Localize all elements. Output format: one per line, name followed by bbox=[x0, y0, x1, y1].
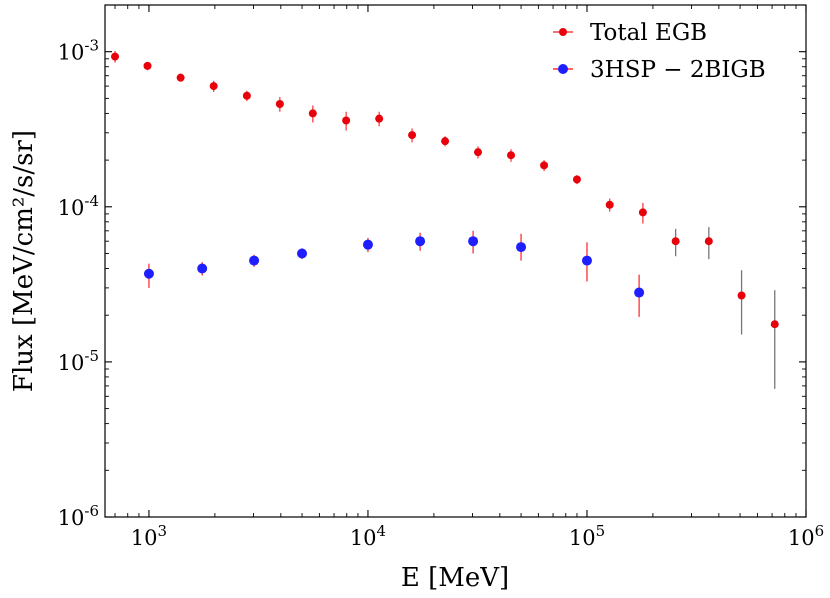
point-total-egb bbox=[638, 208, 647, 217]
x-tick-label-base: 10 bbox=[131, 526, 158, 550]
legend: Total EGB 3HSP − 2BIGB bbox=[553, 20, 766, 83]
point-3hsp-2bigb bbox=[297, 248, 308, 259]
point-total-egb bbox=[375, 114, 384, 123]
y-tick-label-exponent: -3 bbox=[84, 37, 99, 55]
x-tick-label-base: 10 bbox=[569, 526, 596, 550]
x-tick-label-exponent: 3 bbox=[158, 522, 168, 540]
point-3hsp-2bigb bbox=[468, 236, 479, 247]
x-tick-label-exponent: 5 bbox=[596, 522, 606, 540]
point-3hsp-2bigb bbox=[634, 287, 645, 298]
point-total-egb bbox=[737, 291, 746, 300]
point-total-egb bbox=[242, 91, 251, 100]
y-tick-label-base: 10 bbox=[58, 506, 85, 530]
x-axis-title: E [MeV] bbox=[401, 563, 509, 593]
series-3hsp-2bigb bbox=[143, 230, 645, 317]
plot-frame bbox=[104, 4, 807, 518]
x-tick-label: 105 bbox=[569, 522, 605, 550]
point-total-egb bbox=[209, 82, 218, 91]
x-tick-label: 104 bbox=[350, 522, 386, 550]
y-tick-label-exponent: -5 bbox=[84, 347, 99, 365]
point-3hsp-2bigb bbox=[362, 239, 373, 250]
x-tick-label-base: 10 bbox=[350, 526, 377, 550]
y-tick-label: 10-5 bbox=[58, 347, 99, 375]
point-total-egb bbox=[176, 73, 185, 82]
point-total-egb bbox=[441, 137, 450, 146]
point-total-egb bbox=[342, 116, 351, 125]
point-total-egb bbox=[308, 109, 317, 118]
legend-marker-3hsp-2bigb bbox=[558, 64, 568, 74]
y-tick-label-base: 10 bbox=[58, 351, 85, 375]
point-3hsp-2bigb bbox=[581, 255, 592, 266]
y-tick-label-exponent: -6 bbox=[84, 502, 99, 520]
x-tick-label-exponent: 6 bbox=[815, 522, 825, 540]
series-total-egb bbox=[111, 51, 779, 389]
y-tick-label-base: 10 bbox=[58, 41, 85, 65]
point-total-egb bbox=[408, 131, 417, 140]
legend-label-total-egb: Total EGB bbox=[590, 20, 707, 46]
point-total-egb bbox=[540, 161, 549, 170]
y-tick-label-base: 10 bbox=[58, 196, 85, 220]
y-tick-label: 10-3 bbox=[58, 37, 99, 65]
point-total-egb bbox=[507, 151, 516, 160]
point-total-egb bbox=[275, 99, 284, 108]
x-tick-label: 103 bbox=[131, 522, 167, 550]
legend-item-total-egb: Total EGB bbox=[553, 20, 707, 46]
legend-label-3hsp-2bigb: 3HSP − 2BIGB bbox=[590, 57, 766, 83]
point-3hsp-2bigb bbox=[516, 242, 527, 253]
y-tick-label: 10-6 bbox=[58, 502, 99, 530]
point-total-egb bbox=[143, 61, 152, 70]
y-tick-label: 10-4 bbox=[58, 192, 99, 220]
point-total-egb bbox=[474, 148, 483, 157]
point-total-egb bbox=[605, 200, 614, 209]
point-total-egb bbox=[111, 52, 120, 61]
legend-item-3hsp-2bigb: 3HSP − 2BIGB bbox=[553, 57, 766, 83]
point-total-egb bbox=[572, 175, 581, 184]
data-marks bbox=[111, 51, 779, 389]
y-axis-title: Flux [MeV/cm²/s/sr] bbox=[9, 130, 39, 392]
point-3hsp-2bigb bbox=[415, 236, 426, 247]
x-tick-label-exponent: 4 bbox=[377, 522, 387, 540]
x-tick-label: 106 bbox=[788, 522, 824, 550]
point-total-egb bbox=[770, 320, 779, 329]
point-total-egb bbox=[671, 237, 680, 246]
legend-marker-total-egb bbox=[559, 28, 567, 36]
point-3hsp-2bigb bbox=[249, 255, 260, 266]
y-tick-label-exponent: -4 bbox=[84, 192, 99, 210]
point-3hsp-2bigb bbox=[143, 268, 154, 279]
point-total-egb bbox=[704, 237, 713, 246]
x-tick-label-base: 10 bbox=[788, 526, 815, 550]
point-3hsp-2bigb bbox=[197, 263, 208, 274]
